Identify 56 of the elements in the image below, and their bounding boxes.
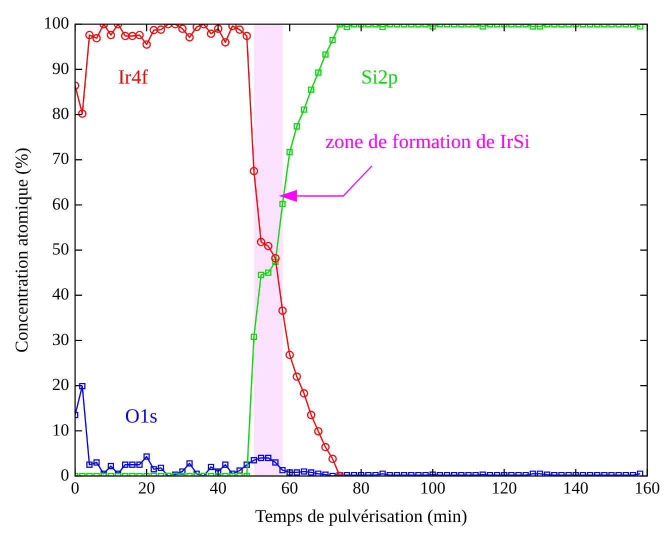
point xyxy=(321,442,330,452)
y-tick-label: 20 xyxy=(52,375,70,394)
point xyxy=(228,24,237,30)
point xyxy=(128,32,137,40)
point xyxy=(150,26,158,34)
point xyxy=(92,34,101,42)
y-tick-label: 70 xyxy=(52,149,70,168)
point xyxy=(135,30,144,40)
point xyxy=(328,454,337,464)
point xyxy=(120,32,130,40)
point xyxy=(85,30,94,40)
point xyxy=(142,40,151,49)
point xyxy=(185,33,194,42)
x-tick-label: 160 xyxy=(634,478,660,498)
y-tick-label: 40 xyxy=(52,284,70,304)
point xyxy=(242,32,251,40)
point xyxy=(285,350,294,360)
point xyxy=(278,306,287,315)
y-tick-label: 0 xyxy=(60,465,70,484)
annotation: zone de formation de IrSi xyxy=(325,130,530,153)
y-tick-label: 10 xyxy=(52,420,70,440)
series-label: Si2p xyxy=(361,66,398,89)
point xyxy=(235,25,244,34)
y-tick-label: 80 xyxy=(52,104,70,124)
point xyxy=(206,29,216,38)
series-label: O1s xyxy=(125,406,158,428)
point xyxy=(192,24,201,32)
point xyxy=(300,389,308,398)
point xyxy=(256,238,266,246)
x-tick-label: 140 xyxy=(562,478,588,498)
point xyxy=(106,30,116,40)
point xyxy=(78,109,86,118)
point xyxy=(306,410,316,420)
point xyxy=(214,24,222,33)
y-tick-label: 30 xyxy=(52,330,70,349)
y-tick-label: 60 xyxy=(52,194,70,214)
point xyxy=(271,254,280,262)
series-label: Ir4f xyxy=(118,66,148,89)
x-tick-label: 80 xyxy=(352,478,370,498)
x-axis-title: Temps de pulvérisation (min) xyxy=(255,506,468,526)
y-tick-label: 100 xyxy=(44,14,70,33)
point xyxy=(221,38,230,46)
point xyxy=(264,242,272,250)
point xyxy=(250,166,258,176)
point xyxy=(178,24,187,33)
x-tick-label: 100 xyxy=(420,478,446,498)
x-tick-label: 40 xyxy=(210,478,227,498)
x-tick-label: 60 xyxy=(281,478,298,498)
y-axis-title: Concentration atomique (%) xyxy=(12,148,32,353)
point xyxy=(156,25,166,34)
x-tick-label: 20 xyxy=(138,478,156,498)
y-tick-label: 50 xyxy=(52,240,70,259)
point xyxy=(292,372,302,381)
point xyxy=(314,427,322,436)
x-tick-label: 120 xyxy=(491,478,517,498)
y-tick-label: 90 xyxy=(52,58,70,78)
